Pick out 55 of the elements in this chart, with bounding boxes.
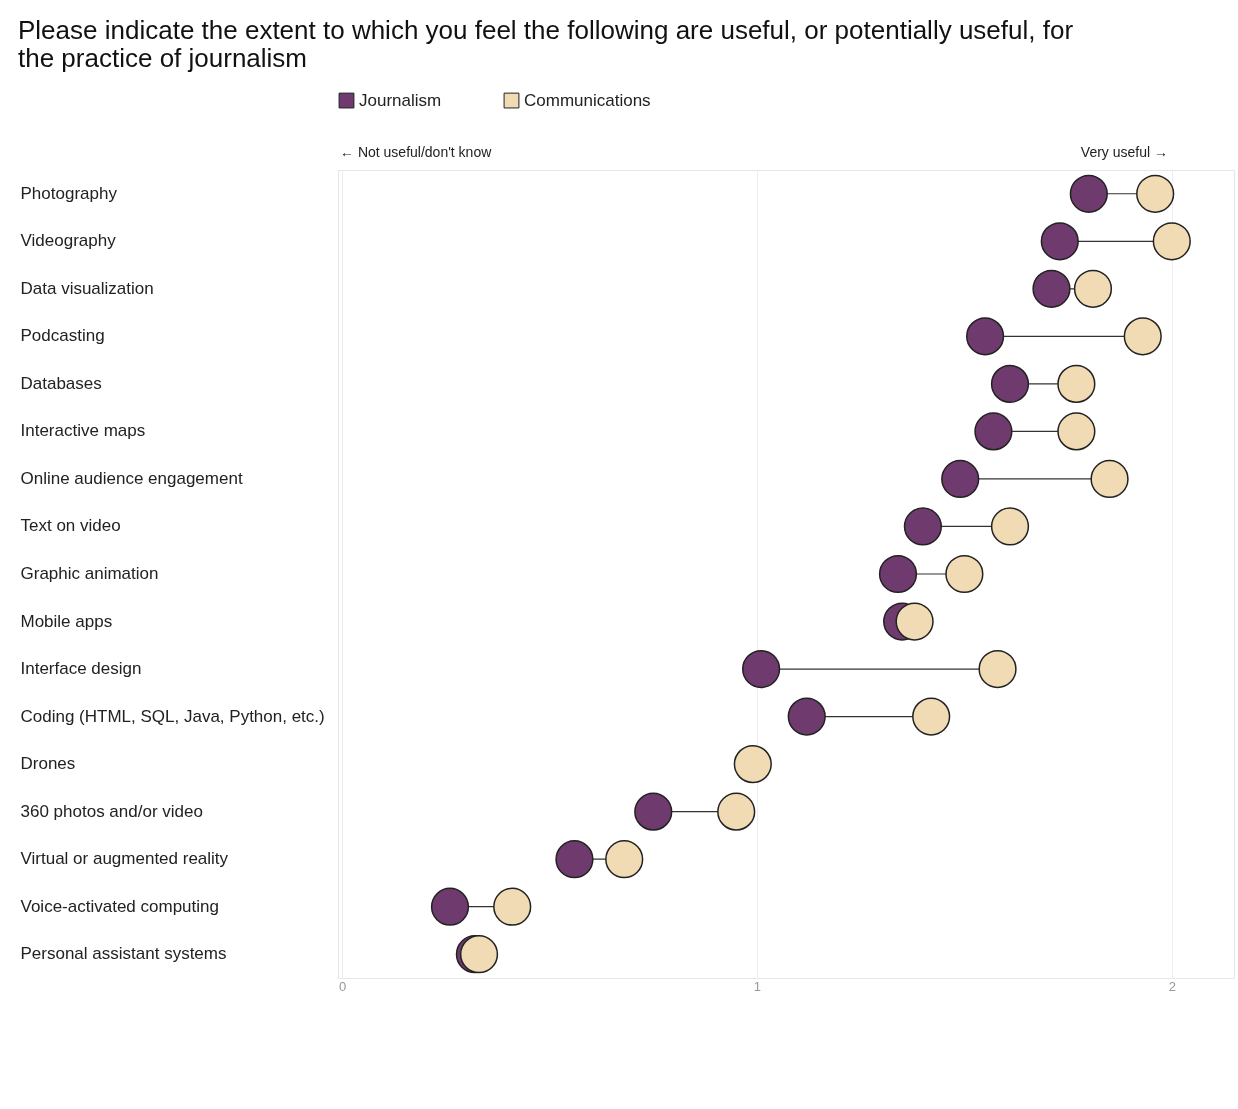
point: [493, 887, 532, 926]
point: [978, 649, 1017, 689]
y-tick-label: Virtual or augmented reality: [20, 849, 229, 869]
point: [903, 507, 943, 546]
point: [741, 649, 781, 689]
point: [733, 745, 772, 784]
y-tick-label: 360 photos and/or video: [20, 801, 203, 821]
x-tick-label: 0: [339, 978, 347, 994]
y-tick-label: Data visualization: [20, 278, 154, 298]
point: [1136, 174, 1175, 213]
y-tick-label: Photography: [20, 183, 118, 203]
x-tick-label: 1: [753, 978, 762, 994]
y-tick-label: Graphic animation: [20, 564, 159, 583]
y-tick-label: Online audience engagement: [20, 468, 243, 488]
point: [1090, 459, 1129, 499]
point: [555, 840, 594, 879]
point: [1040, 222, 1079, 261]
y-tick-label: Podcasting: [20, 326, 105, 346]
y-tick-label: Interactive maps: [20, 421, 146, 441]
point: [990, 364, 1030, 403]
y-tick-label: Personal assistant systems: [20, 944, 227, 964]
x-tick-label: 2: [1168, 978, 1176, 994]
point: [605, 840, 644, 879]
point: [945, 554, 984, 594]
point: [1032, 269, 1071, 308]
point: [895, 602, 934, 641]
point: [787, 697, 826, 736]
y-tick-label: Coding (HTML, SQL, Java, Python, etc.): [20, 706, 325, 726]
y-tick-label: Voice-activated computing: [20, 896, 219, 916]
legend-label: Communications: [524, 90, 651, 110]
point: [1123, 317, 1162, 356]
point: [1073, 269, 1113, 308]
point: [941, 459, 980, 499]
y-tick-label: Text on video: [20, 516, 121, 536]
text: ← Not useful/don't know: [340, 144, 493, 160]
chart-title: Please indicate the extent to which you feel the following are useful, or potentially useful, for the practice of journalism: [18, 15, 1074, 73]
text: Very useful →: [1080, 144, 1168, 160]
point: [634, 792, 673, 831]
point: [990, 507, 1030, 546]
point: [878, 554, 918, 594]
point: [430, 887, 470, 926]
point: [974, 412, 1013, 451]
point: [1069, 174, 1108, 213]
y-tick-label: Interface design: [20, 659, 142, 679]
y-tick-label: Databases: [20, 373, 102, 393]
y-tick-label: Videography: [20, 231, 117, 251]
point: [1057, 412, 1096, 451]
y-tick-label: Mobile apps: [20, 611, 113, 631]
point: [1057, 364, 1096, 403]
legend-label: Journalism: [359, 90, 442, 110]
point: [965, 317, 1005, 356]
y-tick-label: Drones: [20, 754, 76, 774]
point: [717, 792, 756, 831]
point: [912, 697, 951, 736]
point: [1152, 222, 1191, 261]
